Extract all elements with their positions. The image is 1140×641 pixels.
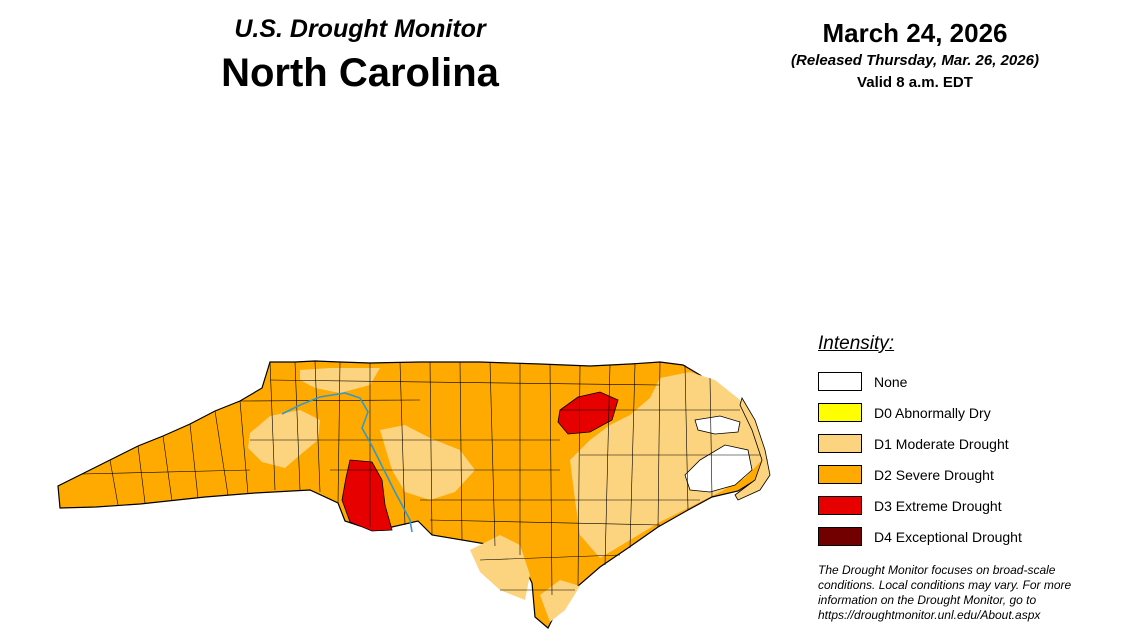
albemarle-sound (694, 415, 741, 435)
footnote-line: conditions. Local conditions may vary. F… (818, 578, 1072, 592)
river (281, 392, 413, 533)
map-product-title: U.S. Drought Monitor (234, 15, 486, 43)
legend-title: Intensity: (818, 333, 895, 354)
legend: Intensity: None D0 Abnormally Dry D1 Mod… (818, 330, 1128, 552)
d3-west-area (341, 459, 393, 532)
d1-west-area (248, 410, 320, 468)
legend-label: D2 Severe Drought (874, 466, 994, 483)
legend-item-d2: D2 Severe Drought (818, 459, 1128, 490)
title-block: U.S. Drought Monitor North Carolina (150, 12, 570, 98)
legend-item-d4: D4 Exceptional Drought (818, 521, 1128, 552)
valid-time: Valid 8 a.m. EDT (857, 74, 973, 91)
county-lines (81, 360, 760, 596)
footnote-line: information on the Drought Monitor, go t… (818, 593, 1037, 607)
legend-swatch (818, 372, 862, 391)
legend-item-d0: D0 Abnormally Dry (818, 397, 1128, 428)
legend-item-none: None (818, 366, 1128, 397)
legend-swatch (818, 527, 862, 546)
footnote: The Drought Monitor focuses on broad-sca… (818, 563, 1128, 623)
legend-label: D1 Moderate Drought (874, 435, 1009, 452)
date-block: March 24, 2026 (Released Thursday, Mar. … (740, 16, 1090, 94)
state-title: North Carolina (221, 51, 499, 95)
legend-item-d3: D3 Extreme Drought (818, 490, 1128, 521)
footnote-line: The Drought Monitor focuses on broad-sca… (818, 563, 1056, 577)
legend-label: D4 Exceptional Drought (874, 528, 1022, 545)
d1-coast-area (540, 580, 580, 622)
release-date: (Released Thursday, Mar. 26, 2026) (791, 52, 1039, 69)
legend-label: D3 Extreme Drought (874, 497, 1002, 514)
footnote-link[interactable]: https://droughtmonitor.unl.edu/About.asp… (818, 608, 1041, 622)
map-date: March 24, 2026 (822, 18, 1008, 48)
legend-swatch (818, 434, 862, 453)
legend-label: None (874, 373, 908, 390)
d3-northeast-area (557, 391, 619, 435)
pamlico-sound (684, 444, 753, 493)
legend-item-d1: D1 Moderate Drought (818, 428, 1128, 459)
legend-label: D0 Abnormally Dry (874, 404, 991, 421)
legend-swatch (818, 465, 862, 484)
north-carolina-drought-map (57, 360, 771, 629)
legend-swatch (818, 403, 862, 422)
d1-southeast-area (470, 535, 530, 600)
outer-banks (734, 396, 771, 501)
legend-swatch (818, 496, 862, 515)
